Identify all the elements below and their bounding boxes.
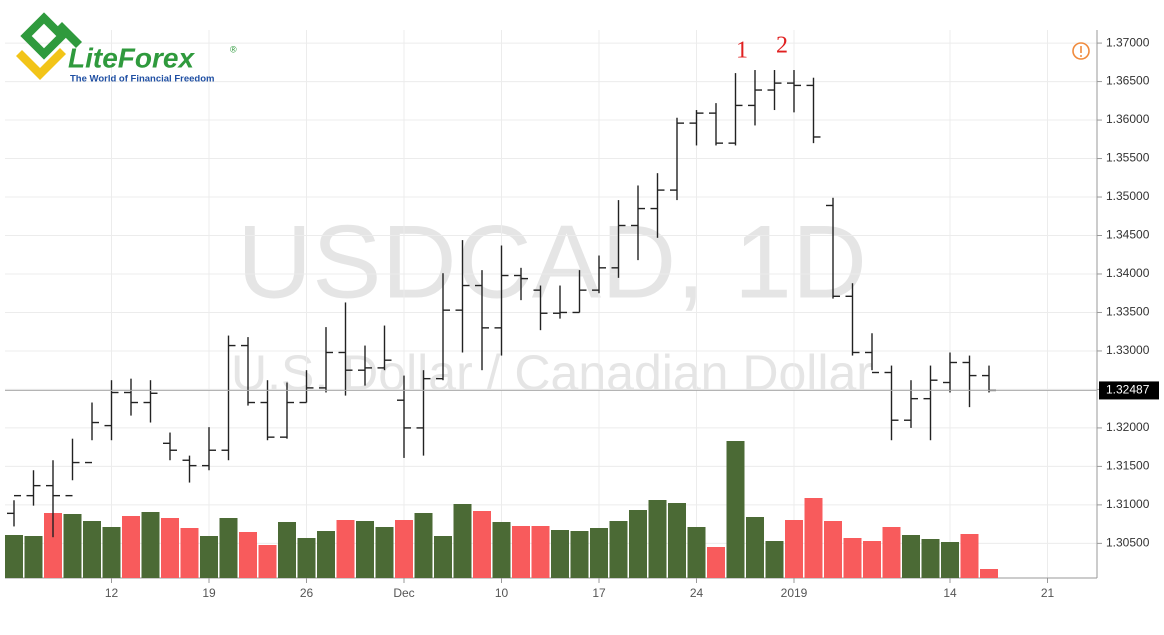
y-tick-label: 1.36000 [1106,112,1150,126]
x-tick-label: 24 [690,586,704,600]
x-tick-label: 14 [943,586,957,600]
volume-bar [804,498,823,578]
y-tick-label: 1.35500 [1106,151,1150,165]
volume-bar [941,542,959,578]
y-tick-label: 1.31500 [1106,459,1150,473]
volume-bar [785,520,803,578]
volume-bar [395,520,413,578]
annotation: 1 [736,38,748,64]
volume-bar [629,510,647,578]
y-tick-label: 1.34500 [1106,228,1150,242]
y-tick-label: 1.35000 [1106,189,1150,203]
watermark: USDCAD, 1D [237,204,867,320]
volume-bar [258,545,277,578]
volume-bar [414,513,433,578]
last-price-box [1099,381,1159,400]
volume-bar [24,536,43,578]
watermark-subtitle: U.S. Dollar / Canadian Dollar [231,345,873,401]
volume-bar [356,521,374,578]
alert-dot [1080,55,1082,57]
volume-bar [5,535,23,578]
volume-bar [278,522,296,578]
logo-name: LiteForex [68,42,195,73]
volume-bar [200,536,218,578]
volume-bar [473,511,491,578]
volume-bar [590,528,608,578]
y-tick-label: 1.36500 [1106,74,1150,88]
volume-bar [843,538,862,578]
volume-bar [960,534,979,578]
volume-bar [336,520,355,578]
volume-bar [239,532,257,578]
volume-bar [317,531,335,578]
volume-bar [921,539,940,578]
volume-bar [83,521,101,578]
y-tick-label: 1.34000 [1106,266,1150,280]
logo-icon [16,48,66,80]
x-tick-label: 12 [105,586,119,600]
y-tick-label: 1.31000 [1106,497,1150,511]
volume-bar [570,531,589,578]
volume-bar [531,526,550,578]
volume-bar [902,535,920,578]
x-tick-label: Dec [393,586,414,600]
y-tick-label: 1.30500 [1106,536,1150,550]
volume-bar [141,512,160,578]
volume-bar [980,569,998,578]
x-tick-label: 26 [300,586,314,600]
volume-bar [492,522,511,578]
volume-bar [102,527,121,578]
y-tick-label: 1.33000 [1106,343,1150,357]
y-tick-label: 1.33500 [1106,305,1150,319]
x-tick-label: 21 [1041,586,1055,600]
alert-circle [1072,42,1090,60]
x-tick-label: 10 [495,586,509,600]
logo-icon [20,12,68,60]
background-layer: USDCAD, 1D U.S. Dollar / Canadian Dollar [5,30,1097,578]
volume-bar [551,530,569,578]
volume-bar [707,547,725,578]
volume-bar [824,521,842,578]
y-tick-label: 1.37000 [1106,35,1150,49]
volume-bar [668,503,686,578]
volume-bar [122,516,140,578]
volume-bar [765,541,784,578]
volume-bar [746,517,764,578]
alert-icon [1072,42,1090,60]
volume-bar [882,527,901,578]
logo-icon [56,22,82,48]
volume-bar [512,526,530,578]
volume-bar [609,521,628,578]
volume-bar [453,504,472,578]
volume-bar [44,513,62,578]
volume-bar [161,518,179,578]
logo-tagline: The World of Financial Freedom [70,74,214,85]
volume-bar [434,536,452,578]
volume-bar [687,527,706,578]
last-price-label: 1.32487 [1106,383,1150,397]
logo-mark: ® [230,44,237,54]
volume-bar [375,527,394,578]
volume-bar [863,541,881,578]
volume-bar [219,518,238,578]
logo: LiteForex ® The World of Financial Freed… [16,12,237,85]
x-tick-label: 2019 [781,586,808,600]
volume-bar [297,538,316,578]
volume-bar [180,528,199,578]
volume-bar [726,441,745,578]
x-tick-label: 19 [202,586,216,600]
y-tick-label: 1.32000 [1106,420,1150,434]
x-tick-label: 17 [592,586,606,600]
volume-bar [63,514,82,578]
volume-bar [648,500,667,578]
annotation: 2 [776,33,788,59]
